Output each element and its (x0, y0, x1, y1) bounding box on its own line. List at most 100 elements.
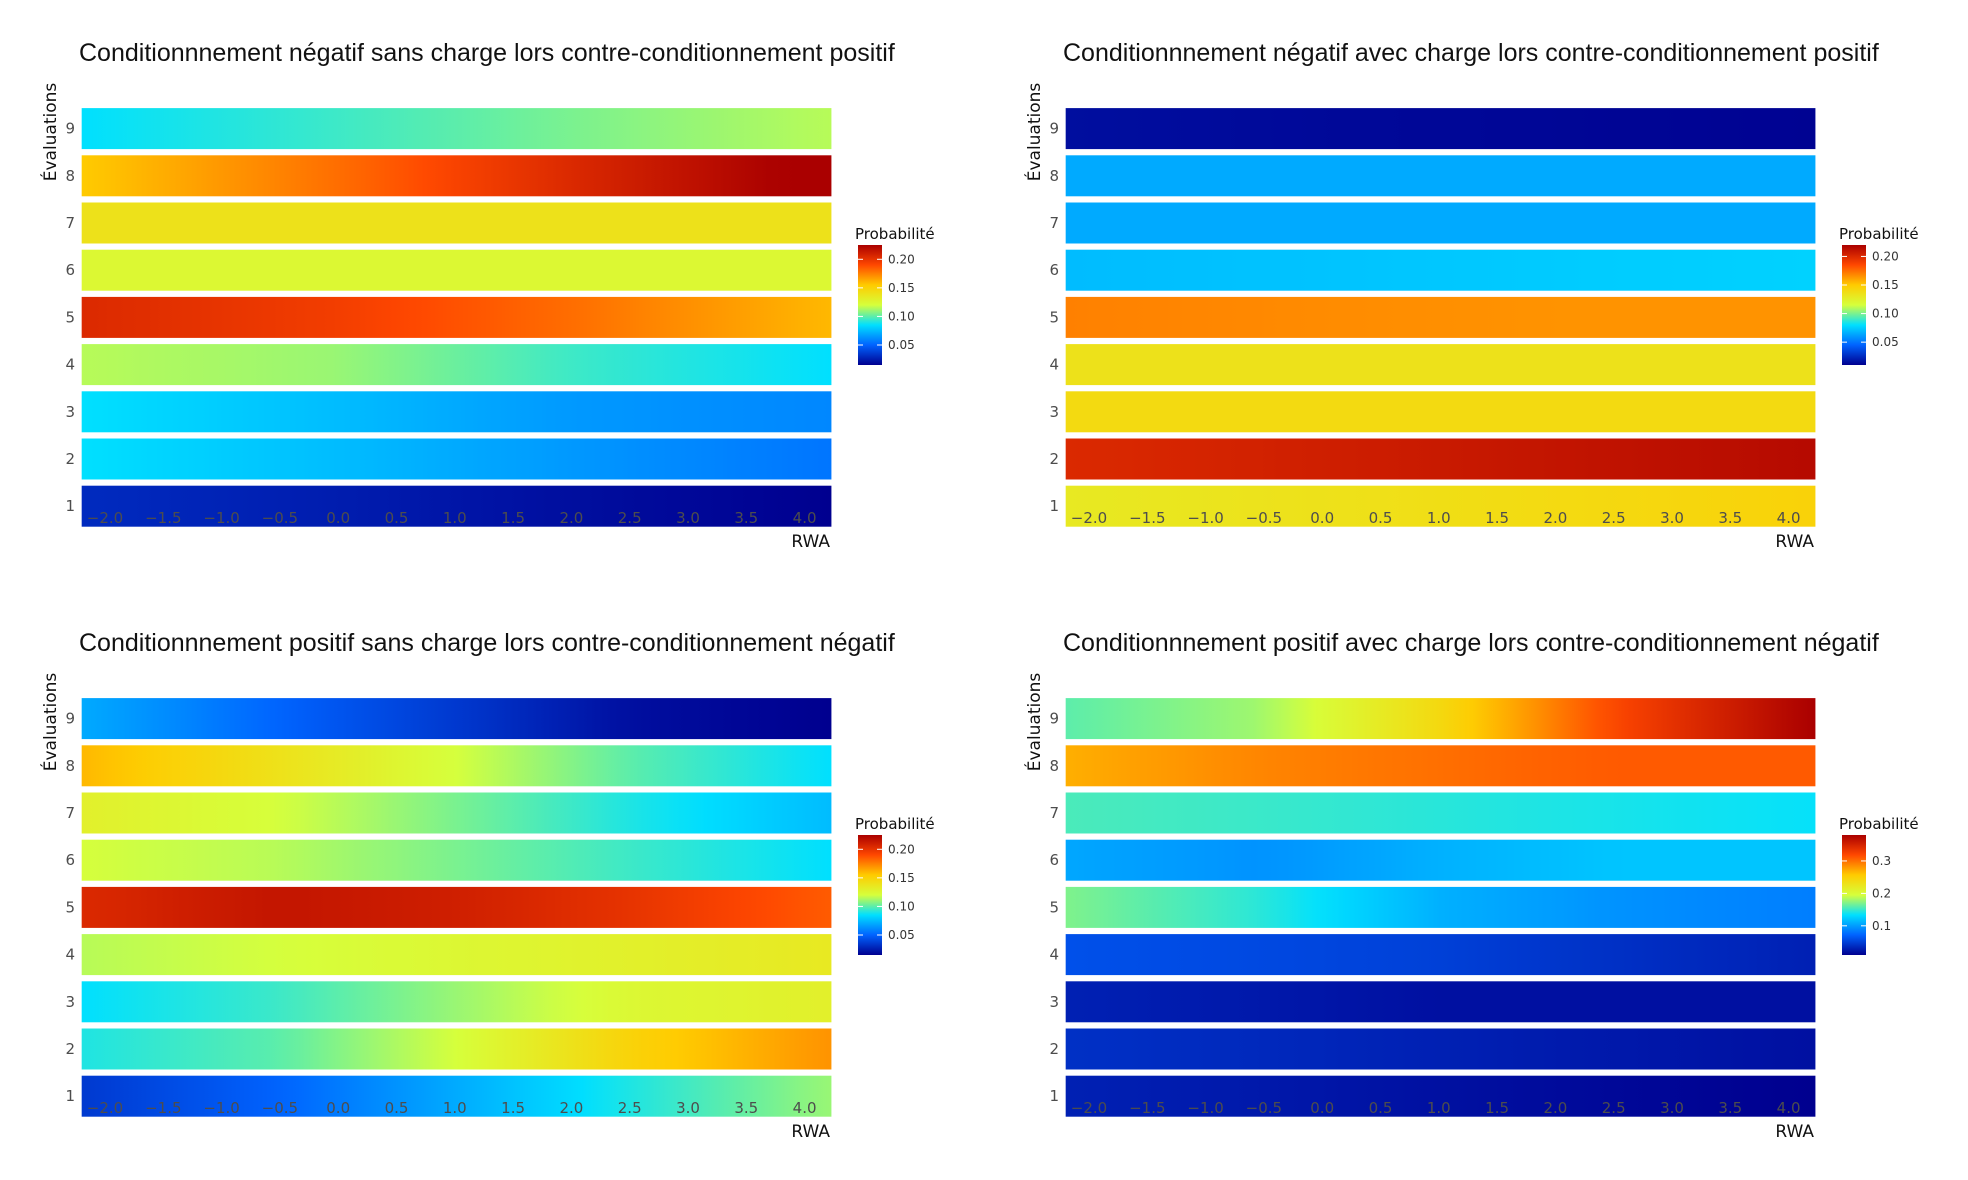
x-tick-label: 1.5 (501, 1099, 525, 1117)
heatmap-row-1 (81, 1075, 832, 1117)
y-tick-label: 3 (1049, 403, 1059, 421)
x-tick-label: −2.0 (87, 1099, 123, 1117)
x-tick-label: −2.0 (87, 509, 123, 527)
heatmap-row-4 (81, 344, 832, 386)
y-tick-label: 4 (65, 946, 75, 964)
legend-tick-label: 0.20 (1872, 249, 1899, 263)
x-tick-label: −1.5 (145, 509, 181, 527)
heatmap-row-6 (1065, 839, 1816, 881)
y-tick-label: 6 (1049, 851, 1059, 869)
heatmap-row-1 (1065, 1075, 1816, 1117)
x-tick-label: −2.0 (1071, 509, 1107, 527)
legend-title: Probabilité (1839, 815, 1919, 833)
y-axis-label: Évaluations (39, 673, 61, 772)
x-tick-label: 3.0 (676, 509, 700, 527)
heatmap-panel-2: Conditionnnement négatif avec charge lor… (984, 0, 1968, 590)
x-tick-label: 2.0 (559, 1099, 583, 1117)
heatmap-row-9 (81, 108, 832, 150)
x-axis-label: RWA (791, 532, 830, 552)
x-axis-label: RWA (1775, 1122, 1814, 1142)
y-tick-label: 8 (1049, 757, 1059, 775)
x-tick-label: 0.5 (385, 1099, 409, 1117)
x-tick-label: 2.0 (1543, 509, 1567, 527)
x-tick-label: 4.0 (1777, 1099, 1801, 1117)
legend-colorbar (1842, 245, 1866, 365)
y-tick-label: 5 (65, 308, 75, 326)
x-tick-label: 0.0 (326, 509, 350, 527)
legend-colorbar (1842, 835, 1866, 955)
heatmap-row-5 (81, 296, 832, 338)
heatmap-row-9 (1065, 698, 1816, 740)
legend-title: Probabilité (855, 225, 935, 243)
x-tick-label: 3.5 (734, 509, 758, 527)
heatmap-row-4 (81, 934, 832, 976)
x-tick-label: −1.0 (203, 509, 239, 527)
x-tick-label: 0.5 (385, 509, 409, 527)
x-tick-label: −0.5 (262, 1099, 298, 1117)
y-tick-label: 6 (65, 261, 75, 279)
x-tick-label: −1.0 (203, 1099, 239, 1117)
y-tick-label: 6 (1049, 261, 1059, 279)
legend-tick-label: 0.05 (888, 338, 915, 352)
heatmap-row-9 (1065, 108, 1816, 150)
x-tick-label: 4.0 (793, 509, 817, 527)
y-tick-label: 5 (1049, 898, 1059, 916)
heatmap-row-3 (81, 981, 832, 1023)
y-tick-label: 3 (1049, 993, 1059, 1011)
heatmap-row-2 (1065, 438, 1816, 480)
x-tick-label: 1.0 (443, 509, 467, 527)
x-tick-label: 2.5 (618, 1099, 642, 1117)
heatmap-row-2 (1065, 1028, 1816, 1070)
heatmap-svg-3: Conditionnnement positif sans charge lor… (39, 629, 935, 1142)
chart-title: Conditionnnement négatif sans charge lor… (79, 39, 895, 67)
heatmap-row-8 (1065, 745, 1816, 787)
legend-tick-label: 0.10 (888, 899, 915, 913)
y-tick-label: 3 (65, 993, 75, 1011)
heatmap-row-6 (81, 249, 832, 291)
y-tick-label: 9 (1049, 710, 1059, 728)
x-axis-label: RWA (1775, 532, 1814, 552)
x-tick-label: 3.5 (734, 1099, 758, 1117)
x-tick-label: −1.5 (1129, 1099, 1165, 1117)
y-tick-label: 8 (65, 167, 75, 185)
heatmap-row-8 (1065, 155, 1816, 197)
chart-title: Conditionnnement positif sans charge lor… (79, 629, 895, 657)
heatmap-row-8 (81, 745, 832, 787)
x-tick-label: 3.0 (1660, 509, 1684, 527)
y-tick-label: 1 (1049, 1087, 1059, 1105)
y-tick-label: 3 (65, 403, 75, 421)
heatmap-row-4 (1065, 344, 1816, 386)
legend-tick-label: 0.1 (1872, 919, 1891, 933)
x-tick-label: 0.0 (326, 1099, 350, 1117)
y-tick-label: 7 (65, 804, 75, 822)
chart-title: Conditionnnement positif avec charge lor… (1063, 629, 1879, 657)
x-tick-label: −0.5 (1246, 1099, 1282, 1117)
legend-tick-label: 0.20 (888, 842, 915, 856)
y-tick-label: 2 (65, 1040, 75, 1058)
heatmap-row-7 (1065, 792, 1816, 834)
legend-tick-label: 0.20 (888, 252, 915, 266)
x-tick-label: 1.5 (1485, 509, 1509, 527)
x-tick-label: 2.0 (559, 509, 583, 527)
y-tick-label: 2 (1049, 450, 1059, 468)
x-tick-label: 0.0 (1310, 1099, 1334, 1117)
x-tick-label: −1.5 (145, 1099, 181, 1117)
x-tick-label: −1.0 (1187, 1099, 1223, 1117)
y-tick-label: 9 (1049, 120, 1059, 138)
heatmap-row-1 (81, 485, 832, 527)
heatmap-row-1 (1065, 485, 1816, 527)
y-tick-label: 8 (65, 757, 75, 775)
legend-tick-label: 0.15 (1872, 278, 1899, 292)
heatmap-panel-3: Conditionnnement positif sans charge lor… (0, 590, 984, 1180)
heatmap-panel-4: Conditionnnement positif avec charge lor… (984, 590, 1968, 1180)
heatmap-row-6 (81, 839, 832, 881)
x-tick-label: −2.0 (1071, 1099, 1107, 1117)
heatmap-row-7 (81, 792, 832, 834)
y-tick-label: 1 (65, 1087, 75, 1105)
x-tick-label: 3.5 (1718, 1099, 1742, 1117)
y-axis-label: Évaluations (39, 83, 61, 182)
heatmap-row-7 (1065, 202, 1816, 244)
x-tick-label: 1.5 (1485, 1099, 1509, 1117)
y-tick-label: 9 (65, 710, 75, 728)
legend-tick-label: 0.05 (1872, 335, 1899, 349)
